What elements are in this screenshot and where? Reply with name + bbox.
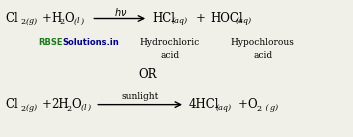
Text: l: l (83, 104, 86, 112)
Text: (: ( (73, 18, 77, 25)
Text: +: + (42, 12, 52, 25)
Text: ): ) (80, 18, 84, 25)
Text: +: + (238, 98, 248, 111)
Text: Solutions.in: Solutions.in (62, 38, 119, 47)
Text: $h\nu$: $h\nu$ (114, 6, 127, 18)
Text: Cl: Cl (6, 98, 18, 111)
Text: ): ) (87, 104, 90, 112)
Text: 2: 2 (257, 105, 262, 113)
Text: (aq): (aq) (216, 104, 232, 112)
Text: ): ) (275, 104, 278, 112)
Text: l: l (76, 18, 79, 25)
Text: (: ( (26, 104, 29, 112)
Text: sunlight: sunlight (121, 92, 159, 101)
Text: 2: 2 (59, 18, 65, 26)
Text: (: ( (80, 104, 84, 112)
Text: O: O (65, 12, 74, 25)
Text: +: + (196, 12, 206, 25)
Text: (: ( (263, 104, 268, 112)
Text: O: O (248, 98, 257, 111)
Text: acid: acid (161, 51, 180, 60)
Text: 2H: 2H (52, 98, 69, 111)
Text: 4HCl: 4HCl (189, 98, 220, 111)
Text: acid: acid (253, 51, 272, 60)
Text: (aq): (aq) (172, 18, 188, 25)
Text: g: g (270, 104, 275, 112)
Text: OR: OR (139, 68, 157, 81)
Text: +: + (42, 98, 52, 111)
Text: 2: 2 (20, 18, 26, 26)
Text: (aq): (aq) (236, 18, 252, 25)
Text: HCl: HCl (152, 12, 175, 25)
Text: ): ) (34, 18, 37, 25)
Text: Cl: Cl (6, 12, 18, 25)
Text: H: H (52, 12, 62, 25)
Text: Hypochlorous: Hypochlorous (231, 38, 295, 47)
Text: g: g (29, 18, 34, 25)
Text: RBSE: RBSE (38, 38, 63, 47)
Text: O: O (71, 98, 81, 111)
Text: 2: 2 (20, 105, 26, 113)
Text: (: ( (26, 18, 29, 25)
Text: HOCl: HOCl (210, 12, 243, 25)
Text: g: g (29, 104, 34, 112)
Text: Hydrochloric: Hydrochloric (140, 38, 200, 47)
Text: ): ) (34, 104, 37, 112)
Text: 2: 2 (66, 105, 72, 113)
